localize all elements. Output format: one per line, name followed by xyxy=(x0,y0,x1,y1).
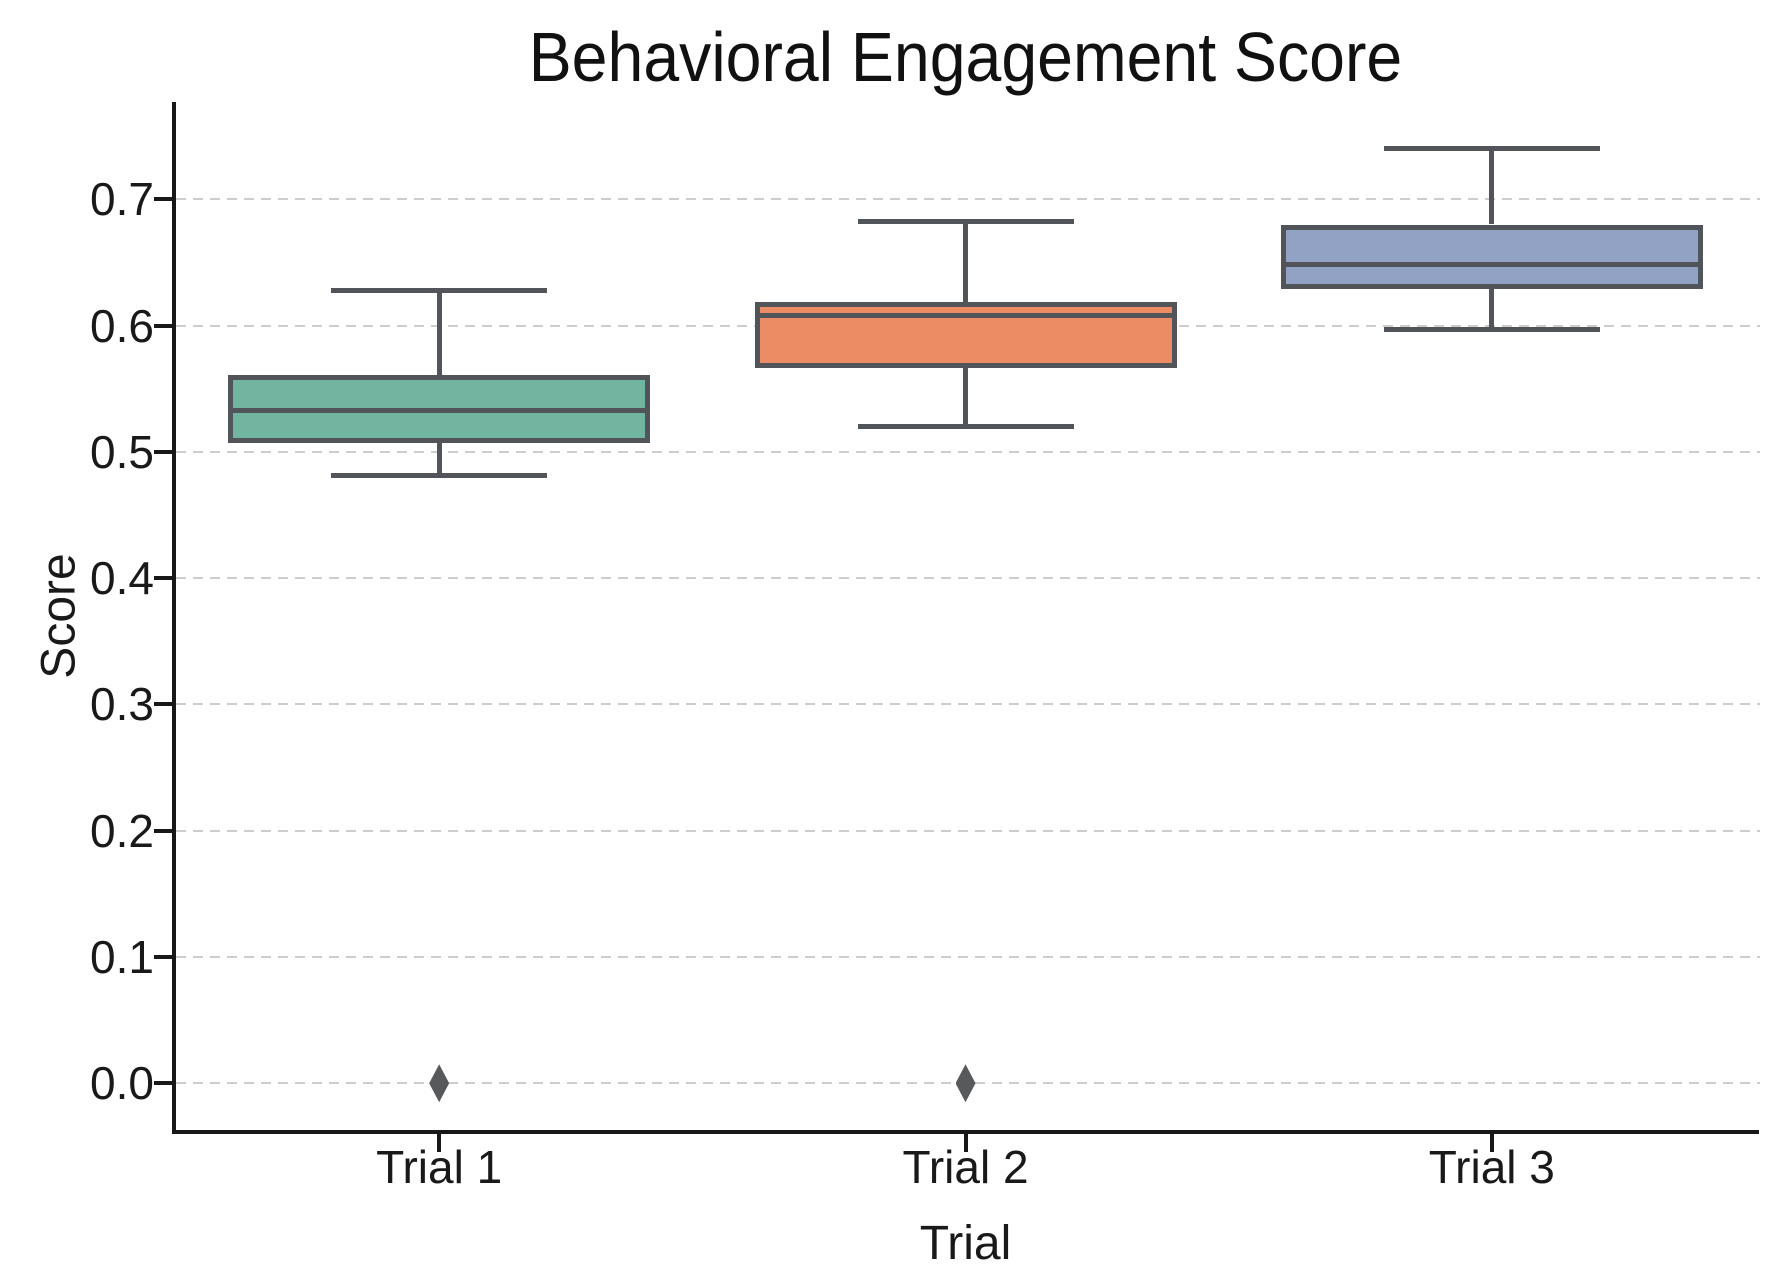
x-tick-mark xyxy=(1489,1134,1494,1152)
y-tick-label: 0.2 xyxy=(90,804,154,857)
outlier-diamond xyxy=(955,1064,976,1103)
y-tick-label: 0.1 xyxy=(90,930,154,983)
median-line xyxy=(754,312,1177,318)
whisker-lower-cap xyxy=(331,473,548,479)
y-tick-mark xyxy=(154,954,172,959)
outlier-diamond xyxy=(429,1064,450,1103)
y-tick-mark xyxy=(154,828,172,833)
y-tick-mark xyxy=(154,197,172,202)
gridline xyxy=(176,955,1760,958)
box xyxy=(1280,224,1703,289)
gridline xyxy=(176,829,1760,832)
whisker-upper-cap xyxy=(1383,146,1600,152)
y-tick-label: 0.7 xyxy=(90,173,154,226)
y-tick-mark xyxy=(154,323,172,328)
x-tick-label: Trial 1 xyxy=(376,1141,503,1193)
y-tick-label: 0.4 xyxy=(90,552,154,605)
whisker-upper-line xyxy=(436,290,442,375)
y-tick-label: 0.0 xyxy=(90,1057,154,1110)
x-tick-label: Trial 2 xyxy=(902,1141,1029,1193)
gridline xyxy=(176,450,1760,453)
whisker-lower-line xyxy=(436,442,442,476)
median-line xyxy=(228,407,651,413)
whisker-upper-line xyxy=(1489,148,1495,225)
y-tick-label: 0.5 xyxy=(90,425,154,478)
x-axis-spine xyxy=(172,1130,1759,1134)
y-tick-mark xyxy=(154,702,172,707)
gridline xyxy=(176,577,1760,580)
y-tick-mark xyxy=(154,576,172,581)
x-tick-mark xyxy=(437,1134,442,1152)
gridline xyxy=(176,198,1760,201)
whisker-lower-line xyxy=(1489,288,1495,330)
whisker-upper-line xyxy=(963,221,968,302)
y-tick-label: 0.3 xyxy=(90,678,154,731)
whisker-lower-line xyxy=(963,368,968,427)
x-axis-label: Trial xyxy=(919,1217,1012,1270)
chart-title: Behavioral Engagement Score xyxy=(528,18,1403,96)
whisker-lower-cap xyxy=(1383,326,1600,332)
y-axis-spine xyxy=(172,102,176,1134)
whisker-upper-cap xyxy=(857,219,1074,225)
gridline xyxy=(176,703,1760,706)
y-tick-mark xyxy=(154,449,172,454)
y-tick-label: 0.6 xyxy=(90,299,154,352)
whisker-upper-cap xyxy=(331,287,548,293)
box xyxy=(754,301,1177,369)
whisker-lower-cap xyxy=(857,424,1074,430)
y-tick-mark xyxy=(154,1081,172,1086)
median-line xyxy=(1280,262,1703,268)
x-tick-mark xyxy=(963,1134,968,1152)
x-tick-label: Trial 3 xyxy=(1428,1141,1555,1193)
